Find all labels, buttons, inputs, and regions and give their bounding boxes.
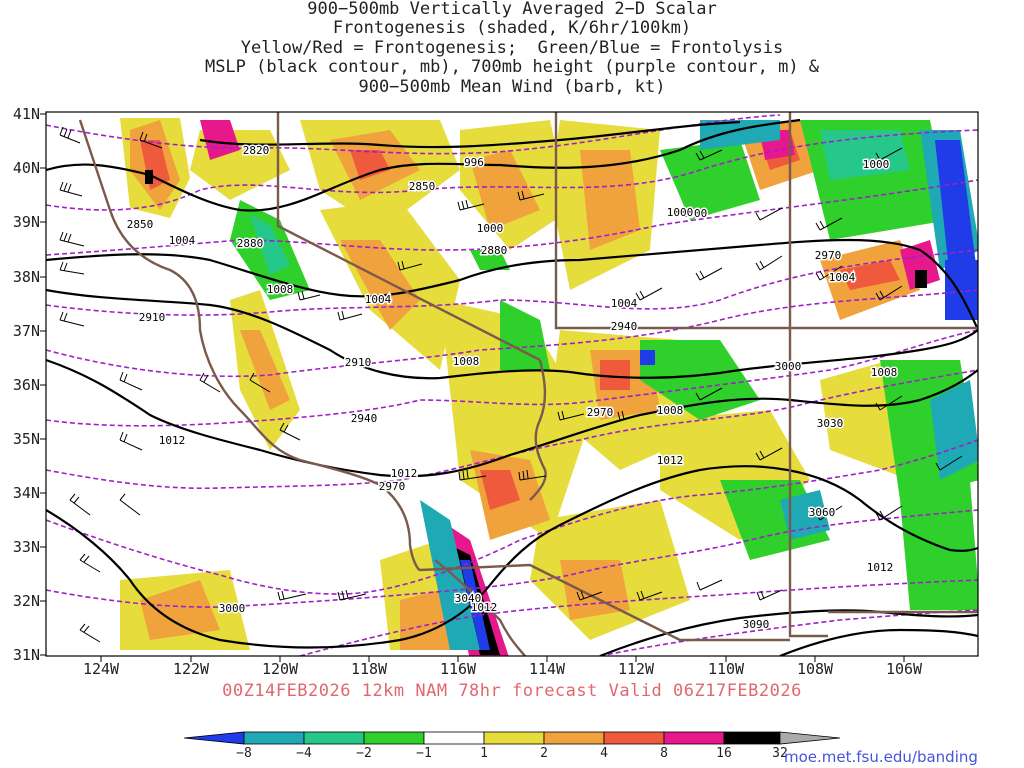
lon-label: 110W xyxy=(707,660,745,678)
colorbar-tick: 16 xyxy=(716,746,732,761)
mslp-label: 1012 xyxy=(159,434,186,447)
lat-label: 35N xyxy=(12,430,40,448)
colorbar-tick: −2 xyxy=(356,746,372,761)
lat-label: 32N xyxy=(12,592,40,610)
lon-label: 106W xyxy=(885,660,923,678)
credit-link[interactable]: moe.met.fsu.edu/banding xyxy=(784,748,978,766)
height-label: 2970 xyxy=(379,480,406,493)
mslp-label: 1000 xyxy=(681,207,708,220)
lon-label: 114W xyxy=(528,660,566,678)
mslp-label: 1000 xyxy=(863,158,890,171)
mslp-label: 1008 xyxy=(871,366,898,379)
height-label: 3060 xyxy=(809,506,836,519)
colorbar-cell xyxy=(483,731,545,745)
lat-label: 33N xyxy=(12,538,40,556)
colorbar-tick: −8 xyxy=(236,746,252,761)
lat-label: 36N xyxy=(12,376,40,394)
colorbar xyxy=(183,731,841,745)
lon-label: 122W xyxy=(172,660,210,678)
height-label: 2970 xyxy=(587,406,614,419)
mslp-label: 1012 xyxy=(867,561,894,574)
mslp-label: 1012 xyxy=(391,467,418,480)
colorbar-cell xyxy=(723,731,781,745)
height-label: 2880 xyxy=(237,237,264,250)
colorbar-tick: 32 xyxy=(772,746,788,761)
lat-label: 34N xyxy=(12,484,40,502)
height-label: 2910 xyxy=(139,311,166,324)
lat-label: 41N xyxy=(12,105,40,123)
mslp-label: 1008 xyxy=(657,404,684,417)
title-line-5: 900−500mb Mean Wind (barb, kt) xyxy=(358,77,666,97)
plot-frame xyxy=(45,111,979,657)
lon-label: 120W xyxy=(261,660,299,678)
height-label: 2970 xyxy=(815,249,842,262)
lon-label: 108W xyxy=(796,660,834,678)
colorbar-cell xyxy=(663,731,725,745)
contour-labels: 996 1000 1000 1000 1000 1004 1004 1004 1… xyxy=(125,143,899,633)
state-borders xyxy=(78,112,978,656)
forecast-valid-line: 00Z14FEB2026 12km NAM 78hr forecast Vali… xyxy=(222,681,802,701)
mslp-label: 1000 xyxy=(477,222,504,235)
height-label: 2880 xyxy=(481,244,508,257)
colorbar-cell xyxy=(303,731,365,745)
mslp-contours xyxy=(46,118,978,656)
axis-ticks xyxy=(40,113,905,662)
mslp-label: 1008 xyxy=(453,355,480,368)
colorbar-cell xyxy=(363,731,425,745)
mslp-label: 1004 xyxy=(365,293,392,306)
colorbar-cell xyxy=(603,731,665,745)
lat-label: 37N xyxy=(12,322,40,340)
lat-label: 40N xyxy=(12,159,40,177)
height-label: 2850 xyxy=(127,218,154,231)
mslp-label: 1004 xyxy=(611,297,638,310)
mslp-label: 1000 xyxy=(667,206,694,219)
mslp-label: 996 xyxy=(464,156,484,169)
colorbar-cell xyxy=(423,731,485,745)
colorbar-right-arrow xyxy=(779,731,841,745)
height-label: 2820 xyxy=(243,144,270,157)
mslp-label: 1004 xyxy=(829,271,856,284)
lon-label: 112W xyxy=(617,660,655,678)
mslp-label: 1008 xyxy=(267,283,294,296)
title-line-3: Yellow/Red = Frontogenesis; Green/Blue =… xyxy=(240,38,784,58)
height-label: 3090 xyxy=(743,618,770,631)
colorbar-left-arrow xyxy=(183,731,245,745)
colorbar-cell xyxy=(543,731,605,745)
wind-barbs xyxy=(59,126,963,643)
colorbar-tick: 4 xyxy=(600,746,608,761)
title-line-2: Frontogenesis (shaded, K/6hr/100km) xyxy=(332,18,692,38)
lon-label: 124W xyxy=(82,660,120,678)
colorbar-tick: 2 xyxy=(540,746,548,761)
lat-label: 31N xyxy=(12,646,40,664)
height-label: 3040 xyxy=(455,592,482,605)
colorbar-tick: 1 xyxy=(480,746,488,761)
colorbar-tick: 8 xyxy=(660,746,668,761)
title-line-1: 900−500mb Vertically Averaged 2−D Scalar xyxy=(307,0,717,19)
mslp-label: 1004 xyxy=(169,234,196,247)
colorbar-tick: −4 xyxy=(296,746,312,761)
mslp-label: 1012 xyxy=(657,454,684,467)
title-line-4: MSLP (black contour, mb), 700mb height (… xyxy=(204,57,820,77)
height-label: 2940 xyxy=(611,320,638,333)
lat-label: 38N xyxy=(12,268,40,286)
height-label: 2850 xyxy=(409,180,436,193)
height-label: 2940 xyxy=(351,412,378,425)
height-label: 3030 xyxy=(817,417,844,430)
colorbar-tick: −1 xyxy=(416,746,432,761)
lon-label: 116W xyxy=(439,660,477,678)
lat-label: 39N xyxy=(12,213,40,231)
height-label: 3000 xyxy=(775,360,802,373)
colorbar-cell xyxy=(243,731,305,745)
height-label: 2910 xyxy=(345,356,372,369)
mslp-label: 1012 xyxy=(471,601,498,614)
height-label: 3000 xyxy=(219,602,246,615)
lon-label: 118W xyxy=(350,660,388,678)
